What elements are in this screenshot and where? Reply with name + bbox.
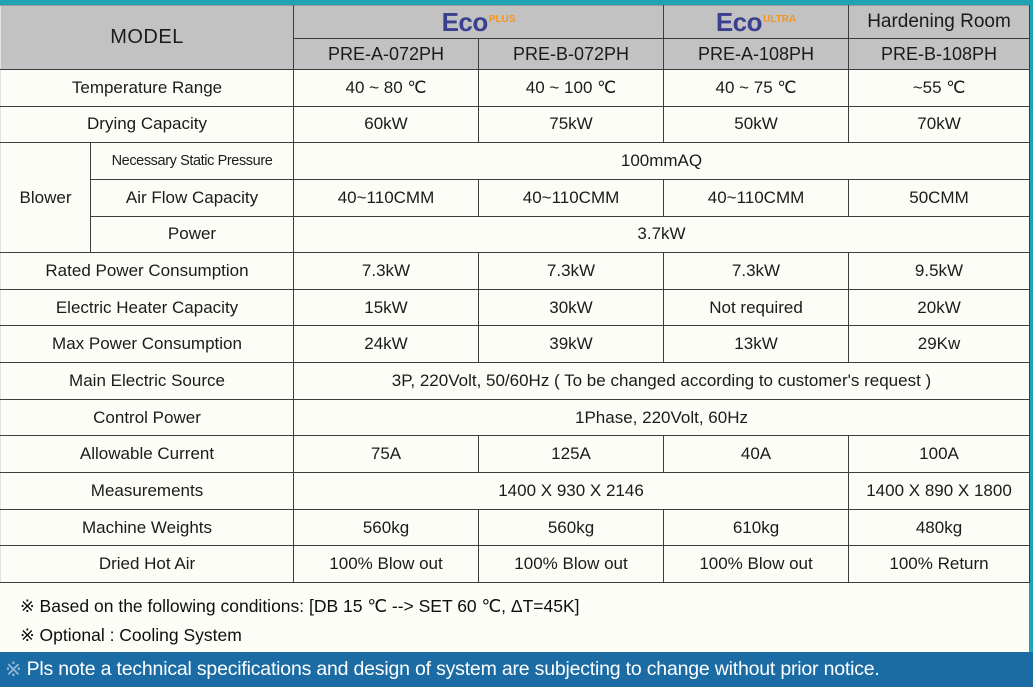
note-conditions: ※ Based on the following conditions: [DB…	[20, 596, 580, 616]
cell-value: 100% Blow out	[663, 545, 850, 583]
note-optional: ※ Optional : Cooling System	[20, 625, 242, 645]
cell-value: 9.5kW	[848, 252, 1031, 290]
row-sublabel: Air Flow Capacity	[90, 178, 294, 217]
model-name-pre-b-108ph: PRE-B-108PH	[848, 38, 1031, 70]
disclaimer-bar: ※ Pls note a technical specifications an…	[0, 652, 1033, 687]
cell-value: 60kW	[293, 105, 479, 144]
blower-group-cell: Blower	[0, 142, 91, 254]
cell-value: 39kW	[477, 325, 665, 364]
header-eco-ultra: EcoULTRA	[663, 5, 850, 39]
row-sublabel: Necessary Static Pressure	[90, 142, 294, 180]
row-label: Max Power Consumption	[0, 325, 294, 364]
cell-value: 15kW	[293, 288, 479, 327]
cell-value: 560kg	[477, 508, 665, 547]
cell-value: 40 ~ 80 ℃	[293, 69, 479, 107]
cell-value: 24kW	[293, 325, 479, 364]
row-blower-static-pressure: Blower Necessary Static Pressure 100mmAQ	[0, 142, 1031, 254]
eco-ultra-logo: EcoULTRA	[716, 7, 796, 37]
model-name-pre-a-108ph: PRE-A-108PH	[663, 38, 850, 70]
cell-value: 40~110CMM	[477, 178, 665, 217]
cell-value: 1400 X 890 X 1800	[848, 472, 1031, 510]
cell-value: 7.3kW	[477, 252, 665, 290]
model-name-pre-b-072ph: PRE-B-072PH	[477, 38, 665, 70]
row-blower-air-flow: Air Flow Capacity 40~110CMM 40~110CMM 40…	[1, 178, 1031, 217]
header-row-groups: MODEL EcoPLUS EcoULTRA Hardening Room	[0, 5, 1031, 70]
cell-value-span: 1400 X 930 X 2146	[292, 472, 850, 510]
cell-value: 40 ~ 75 ℃	[663, 69, 850, 107]
header-hardening-room: Hardening Room	[848, 5, 1031, 39]
cell-value: 50CMM	[848, 178, 1031, 217]
model-header-cell: MODEL	[0, 5, 294, 70]
cell-value: 40 ~ 100 ℃	[477, 69, 665, 107]
row-dried-hot-air: Dried Hot Air 100% Blow out 100% Blow ou…	[0, 545, 1031, 583]
cell-value: 610kg	[663, 508, 850, 547]
row-label: Rated Power Consumption	[0, 252, 294, 290]
cell-value: 20kW	[848, 288, 1031, 327]
row-machine-weights: Machine Weights 560kg 560kg 610kg 480kg	[0, 508, 1031, 547]
row-heater-capacity: Electric Heater Capacity 15kW 30kW Not r…	[0, 288, 1031, 327]
cell-value: 100% Blow out	[293, 545, 479, 583]
row-label: Measurements	[0, 472, 294, 510]
specification-table: MODEL EcoPLUS EcoULTRA Hardening Room PR…	[0, 5, 1031, 583]
cell-value: Not required	[663, 288, 850, 327]
cell-value-span: 3.7kW	[292, 215, 1031, 254]
cell-value: 13kW	[663, 325, 850, 364]
cell-value: 480kg	[848, 508, 1031, 547]
cell-value: 560kg	[293, 508, 479, 547]
header-eco-plus: EcoPLUS	[292, 5, 665, 39]
cell-value: 7.3kW	[663, 252, 850, 290]
row-rated-power: Rated Power Consumption 7.3kW 7.3kW 7.3k…	[0, 252, 1031, 290]
cell-value: 50kW	[663, 105, 850, 144]
cell-value: 125A	[477, 435, 665, 474]
row-label: Main Electric Source	[0, 362, 294, 400]
right-accent-rule	[1029, 0, 1033, 652]
eco-brand-text: Eco	[715, 6, 763, 37]
cell-value: ~55 ℃	[848, 69, 1031, 107]
top-accent-rule	[0, 0, 1033, 5]
cell-value: 75A	[293, 435, 479, 474]
row-sublabel: Power	[90, 215, 294, 254]
cell-value: 70kW	[848, 105, 1031, 144]
cell-value: 100A	[848, 435, 1031, 474]
footnotes: ※ Based on the following conditions: [DB…	[0, 583, 1033, 652]
cell-value: 7.3kW	[293, 252, 479, 290]
row-main-electric: Main Electric Source 3P, 220Volt, 50/60H…	[0, 362, 1031, 400]
cell-value: 100% Blow out	[477, 545, 665, 583]
row-drying-capacity: Drying Capacity 60kW 75kW 50kW 70kW	[0, 105, 1031, 144]
row-max-power: Max Power Consumption 24kW 39kW 13kW 29K…	[0, 325, 1031, 364]
reference-mark-icon: ※	[5, 659, 22, 681]
eco-brand-text: Eco	[441, 6, 489, 37]
eco-plus-logo: EcoPLUS	[442, 7, 516, 37]
row-blower-power: Power 3.7kW	[1, 215, 1031, 254]
row-label: Electric Heater Capacity	[0, 288, 294, 327]
cell-value: 29Kw	[848, 325, 1031, 364]
row-label: Dried Hot Air	[0, 545, 294, 583]
row-label: Allowable Current	[0, 435, 294, 474]
row-label: Control Power	[0, 398, 294, 437]
row-label: Drying Capacity	[0, 105, 294, 144]
row-temperature-range: Temperature Range 40 ~ 80 ℃ 40 ~ 100 ℃ 4…	[0, 69, 1031, 107]
row-label: Temperature Range	[0, 69, 294, 107]
row-measurements: Measurements 1400 X 930 X 2146 1400 X 89…	[0, 472, 1031, 510]
row-label: Machine Weights	[0, 508, 294, 547]
cell-value-span: 1Phase, 220Volt, 60Hz	[292, 398, 1031, 437]
cell-value: 100% Return	[848, 545, 1031, 583]
cell-value: 30kW	[477, 288, 665, 327]
header-row-models: PRE-A-072PH PRE-B-072PH PRE-A-108PH PRE-…	[1, 38, 1031, 70]
cell-value-span: 100mmAQ	[292, 142, 1031, 180]
cell-value: 75kW	[477, 105, 665, 144]
cell-value: 40A	[663, 435, 850, 474]
cell-value-span: 3P, 220Volt, 50/60Hz ( To be changed acc…	[292, 362, 1031, 400]
row-allowable-current: Allowable Current 75A 125A 40A 100A	[0, 435, 1031, 474]
disclaimer-text: Pls note a technical specifications and …	[26, 658, 880, 680]
cell-value: 40~110CMM	[293, 178, 479, 217]
eco-plus-tier-text: PLUS	[488, 13, 516, 25]
row-control-power: Control Power 1Phase, 220Volt, 60Hz	[0, 398, 1031, 437]
eco-ultra-tier-text: ULTRA	[763, 13, 797, 25]
cell-value: 40~110CMM	[663, 178, 850, 217]
model-name-pre-a-072ph: PRE-A-072PH	[293, 38, 479, 70]
